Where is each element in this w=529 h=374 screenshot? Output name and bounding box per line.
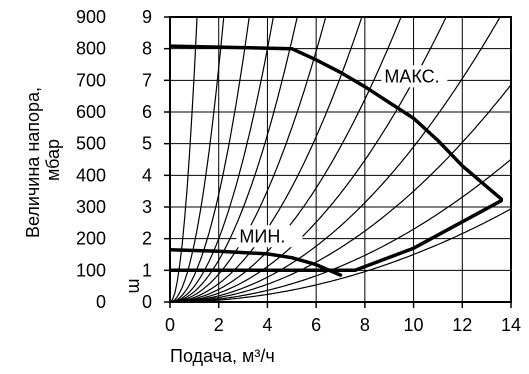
y2-tick-label-4: 4 [142, 165, 152, 185]
y2-tick-label-1: 1 [142, 260, 152, 280]
system-curve-0 [170, 17, 198, 302]
y-tick-label-2: 200 [76, 229, 106, 249]
y-tick-label-3: 300 [76, 197, 106, 217]
y-tick-label-6: 600 [76, 102, 106, 122]
y2-tick-labels: 0 1 2 3 4 5 6 7 8 9 [142, 7, 170, 312]
y-tick-label-4: 400 [76, 165, 106, 185]
y2-tick-label-6: 6 [142, 102, 152, 122]
y-tick-label-7: 700 [76, 70, 106, 90]
pump-curve-3 [353, 198, 504, 273]
y-tick-label-1: 100 [76, 260, 106, 280]
series-label-0: МАКС. [384, 66, 439, 86]
y2-tick-label-8: 8 [142, 39, 152, 59]
system-curve-4 [170, 17, 298, 302]
x-tick-label-6: 12 [452, 315, 472, 335]
system-curve-12 [170, 208, 511, 302]
x-tick-label-2: 4 [262, 315, 272, 335]
plot-frame [169, 16, 512, 303]
y-axis-title: Величина напора, мбар [23, 82, 63, 238]
x-tick-label-7: 14 [501, 315, 521, 335]
y2-tick-label-9: 9 [142, 7, 152, 27]
pump-curve-0 [170, 44, 504, 201]
x-tick-label-3: 6 [311, 315, 321, 335]
series-labels: МАКС. МИН. [236, 65, 448, 248]
y2-axis-title: m [125, 279, 145, 294]
series-group [170, 44, 504, 277]
system-curve-11 [170, 158, 511, 302]
system-curve-8 [170, 17, 447, 302]
system-curve-10 [170, 84, 511, 302]
y2-tick-label-0: 0 [142, 292, 152, 312]
series-label-bg-0 [381, 65, 448, 88]
pump-curve-1 [170, 248, 343, 277]
y-tick-label-9: 900 [76, 7, 106, 27]
y2-tick-label-3: 3 [142, 197, 152, 217]
system-curve-3 [170, 17, 274, 302]
system-curve-2 [170, 17, 250, 302]
y-tick-label-5: 500 [76, 134, 106, 154]
y2-tick-label-5: 5 [142, 134, 152, 154]
y-tick-label-8: 800 [76, 39, 106, 59]
y-tick-labels: 0 100 200 300 400 500 600 700 800 900 [76, 7, 106, 312]
x-tick-label-4: 8 [360, 315, 370, 335]
y2-tick-label-2: 2 [142, 229, 152, 249]
y2-tick-label-7: 7 [142, 70, 152, 90]
y-axis-title-line-1: Величина напора, [23, 87, 43, 238]
x-tick-labels: 0 2 4 6 8 10 12 14 [165, 302, 521, 335]
x-axis-title: Подача, м³/ч [170, 346, 275, 366]
system-curve-9 [170, 17, 501, 302]
x-tick-label-0: 0 [165, 315, 175, 335]
series-label-bg-1 [236, 225, 303, 248]
system-curve-1 [170, 17, 225, 302]
x-tick-label-1: 2 [214, 315, 224, 335]
x-tick-label-5: 10 [404, 315, 424, 335]
y-axis-title-line-2: мбар [43, 139, 63, 181]
series-label-1: МИН. [239, 226, 285, 246]
y-tick-label-0: 0 [96, 292, 106, 312]
